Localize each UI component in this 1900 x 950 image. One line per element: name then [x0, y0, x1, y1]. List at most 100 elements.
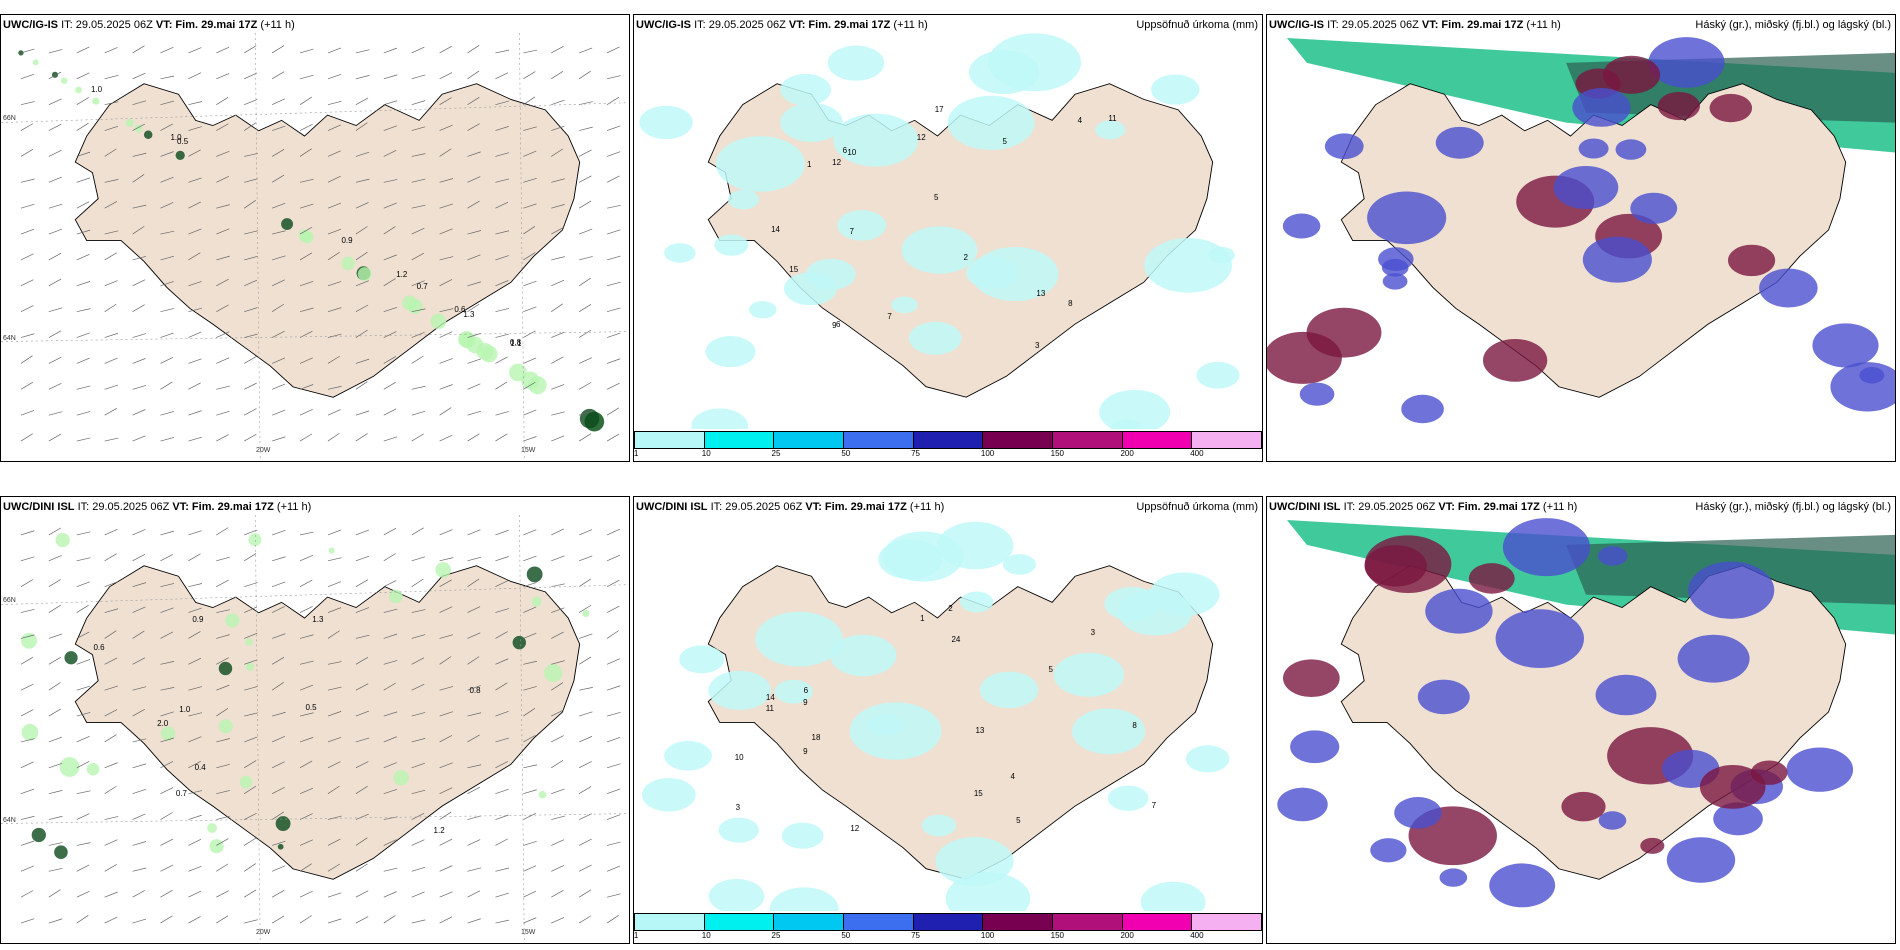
colorbar-swatch	[1192, 432, 1262, 448]
axis-label-lat_64: 64N	[3, 817, 16, 824]
precip-value-label: 3	[735, 802, 741, 812]
wind-value-label: 0.8	[469, 685, 481, 695]
wind-value-label: 1.3	[463, 310, 475, 320]
map-panel-precip: UWC/IG-IS IT: 29.05.2025 06Z VT: Fim. 29…	[633, 14, 1263, 462]
colorbar-tick: 75	[911, 931, 921, 940]
map-panel-wind: UWC/IG-IS IT: 29.05.2025 06Z VT: Fim. 29…	[0, 14, 630, 462]
colorbar-swatch	[1053, 914, 1123, 930]
map-svg	[1267, 33, 1895, 461]
colorbar-swatch	[774, 432, 845, 448]
axis-label-lon_15: 15W	[521, 929, 536, 936]
precip-value-label: 9	[803, 746, 808, 756]
precip-value-label: 7	[1151, 801, 1157, 811]
map-canvas[interactable]	[1, 33, 629, 461]
wind-value-label: 0.6	[93, 643, 105, 653]
colorbar-tick: 150	[1050, 931, 1065, 940]
wind-value-label: 0.6	[454, 304, 466, 314]
panel-field-label: Háský (gr.), miðský (fj.bl.) og lágský (…	[1695, 19, 1891, 31]
panel-field-label: Uppsöfnuð úrkoma (mm)	[1136, 501, 1258, 513]
panel-field-label: Háský (gr.), miðský (fj.bl.) og lágský (…	[1695, 501, 1891, 513]
colorbar-swatch	[844, 432, 914, 448]
map-svg	[634, 33, 1262, 429]
map-canvas[interactable]	[634, 33, 1262, 429]
wind-value-label: 1.0	[91, 85, 103, 94]
precip-value-label: 15	[973, 788, 983, 798]
precip-value-label: 3	[1034, 340, 1040, 350]
axis-label-lat_66: 66N	[3, 115, 16, 122]
map-panel-wind: UWC/DINI ISL IT: 29.05.2025 06Z VT: Fim.…	[0, 496, 630, 944]
map-canvas[interactable]	[1, 515, 629, 943]
wind-value-label: 0.9	[192, 615, 204, 625]
wind-value-label: 0.8	[509, 338, 522, 348]
map-canvas[interactable]	[634, 515, 1262, 911]
panel-field-label: Uppsöfnuð úrkoma (mm)	[1136, 19, 1258, 31]
precip-value-label: 6	[835, 319, 841, 329]
precip-value-label: 17	[934, 104, 944, 114]
axis-label-lat_66: 66N	[3, 597, 16, 604]
colorbar-tick: 50	[841, 931, 851, 940]
wind-value-label: 0.5	[177, 137, 189, 147]
precip-value-label: 12	[832, 157, 842, 167]
wind-value-label: 0.4	[194, 763, 206, 773]
precip-value-label: 10	[734, 753, 744, 763]
axis-label-lon_15: 15W	[521, 447, 536, 454]
panel-title: UWC/DINI ISL IT: 29.05.2025 06Z VT: Fim.…	[636, 501, 945, 513]
precip-value-label: 2	[948, 603, 953, 613]
precip-value-label: 9	[803, 697, 808, 707]
wind-value-label: 0.5	[305, 702, 317, 712]
colorbar-tick: 200	[1120, 931, 1134, 940]
precip-value-label: 4	[1010, 772, 1015, 782]
map-panel-precip: UWC/DINI ISL IT: 29.05.2025 06Z VT: Fim.…	[633, 496, 1263, 944]
map-svg	[1, 515, 629, 943]
panel-title: UWC/IG-IS IT: 29.05.2025 06Z VT: Fim. 29…	[3, 19, 295, 31]
wind-value-label: 0.7	[175, 788, 187, 798]
wind-value-label: 1.2	[433, 825, 445, 835]
precip-value-label: 5	[934, 193, 939, 203]
precip-value-label: 12	[850, 824, 860, 834]
precip-value-label: 5	[1016, 815, 1021, 825]
precip-value-label: 14	[765, 693, 775, 703]
map-canvas[interactable]	[1267, 33, 1895, 461]
precip-value-label: 13	[975, 726, 985, 736]
colorbar-tick: 1	[633, 931, 639, 940]
map-canvas[interactable]	[1267, 515, 1895, 943]
colorbar: 1 10 25 50 75 100 150 200 400	[634, 431, 1262, 459]
precip-value-label: 3	[1090, 627, 1096, 637]
colorbar-swatch	[1122, 914, 1193, 930]
precip-value-label: 7	[849, 227, 854, 237]
precip-value-label: 18	[811, 733, 821, 743]
precip-value-label: 1	[920, 614, 925, 624]
panel-title: UWC/DINI ISL IT: 29.05.2025 06Z VT: Fim.…	[3, 501, 312, 513]
colorbar-tick: 200	[1120, 449, 1134, 458]
map-svg	[634, 515, 1262, 911]
colorbar-tick: 400	[1190, 449, 1204, 458]
wind-value-label: 0.7	[416, 281, 428, 291]
precip-value-label: 2	[963, 252, 968, 262]
precip-value-label: 14	[771, 224, 780, 234]
wind-value-label: 1.0	[170, 133, 182, 143]
colorbar-swatch	[1192, 914, 1262, 930]
colorbar-tick: 400	[1190, 931, 1204, 940]
colorbar-swatch	[704, 432, 775, 448]
wind-value-label: 1.3	[312, 614, 324, 624]
axis-label-lon_20: 20W	[256, 929, 271, 936]
colorbar-tick: 10	[701, 931, 711, 940]
precip-value-label: 10	[847, 148, 857, 158]
precip-value-label: 7	[887, 312, 892, 322]
precip-value-label: 13	[1036, 288, 1046, 298]
precip-value-label: 6	[842, 145, 848, 155]
wind-value-label: 0.9	[341, 236, 353, 246]
colorbar-swatch	[983, 432, 1054, 448]
colorbar-swatch	[635, 432, 705, 448]
precip-value-label: 9	[832, 320, 837, 330]
wind-value-label: 1.2	[396, 269, 408, 279]
precip-value-label: 11	[765, 703, 775, 713]
precip-value-label: 15	[789, 265, 799, 275]
colorbar-tick: 25	[771, 449, 781, 458]
colorbar-swatch	[844, 914, 914, 930]
colorbar-swatch	[1122, 432, 1193, 448]
colorbar-swatch	[913, 432, 984, 448]
precip-value-label: 8	[1068, 298, 1073, 308]
panel-title: UWC/IG-IS IT: 29.05.2025 06Z VT: Fim. 29…	[1269, 19, 1561, 31]
colorbar-tick: 10	[701, 449, 711, 458]
